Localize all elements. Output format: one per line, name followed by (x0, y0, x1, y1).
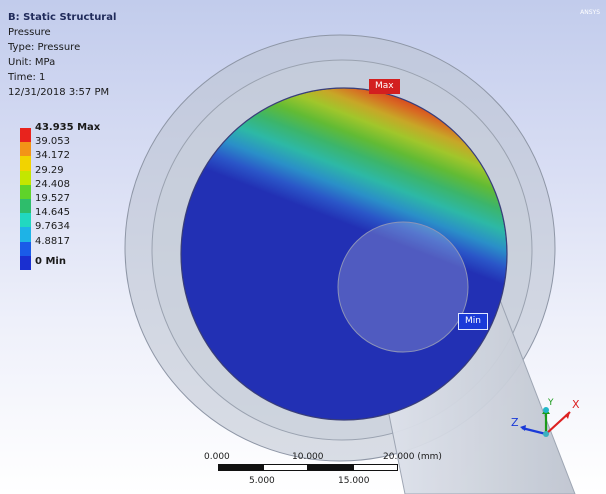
scale-segment-1 (218, 464, 263, 471)
result-name: Pressure (8, 27, 51, 38)
triad-x-label: X (572, 398, 580, 411)
legend-value-label: 14.645 (35, 207, 70, 219)
analysis-title: B: Static Structural (8, 12, 117, 23)
triad-z-label: Z (511, 416, 519, 429)
outlet-feature (337, 221, 469, 353)
legend-swatch (20, 184, 31, 199)
legend-value-label: 34.172 (35, 150, 70, 162)
pressure-contour (181, 88, 507, 420)
min-probe-label[interactable]: Min (458, 313, 488, 330)
legend-value-label: 0 Min (35, 255, 66, 267)
legend-swatch (20, 142, 31, 157)
scale-segment-2 (263, 464, 308, 471)
legend-swatch (20, 227, 31, 242)
scale-tick-10: 10.000 (292, 452, 324, 462)
coordinate-triad[interactable]: X Y Z (510, 392, 590, 452)
result-info-panel: B: Static Structural Pressure Type: Pres… (8, 10, 116, 100)
scale-tick-5: 5.000 (249, 476, 275, 486)
result-type: Type: Pressure (8, 42, 81, 53)
legend-value-label: 4.8817 (35, 235, 70, 247)
legend-value-label: 9.7634 (35, 221, 70, 233)
legend-value-label: 43.935 Max (35, 122, 101, 133)
legend-value-label: 39.053 (35, 136, 70, 148)
scale-segment-4 (353, 464, 398, 471)
triad-y-label: Y (548, 398, 554, 408)
scale-tick-20: 20.000 (mm) (383, 452, 442, 462)
scale-tick-0: 0.000 (204, 452, 230, 462)
result-unit: Unit: MPa (8, 57, 56, 68)
legend-swatch (20, 156, 31, 171)
legend-swatch (20, 213, 31, 228)
scale-tick-15: 15.000 (338, 476, 370, 486)
result-time: Time: 1 (8, 72, 46, 83)
legend-swatch (20, 198, 31, 214)
ansys-watermark: ANSYS (580, 9, 600, 16)
legend-value-label: 29.29 (35, 164, 64, 176)
legend-swatch (20, 241, 31, 256)
legend-value-label: 19.527 (35, 192, 70, 204)
legend-swatch (20, 128, 31, 143)
triad-axes-icon (520, 407, 571, 437)
result-date: 12/31/2018 3:57 PM (8, 87, 110, 98)
scale-segment-3 (308, 464, 353, 471)
max-probe-label[interactable]: Max (369, 79, 400, 94)
legend-swatch (20, 170, 31, 185)
legend-swatch (20, 255, 31, 270)
legend-value-label: 24.408 (35, 178, 70, 190)
